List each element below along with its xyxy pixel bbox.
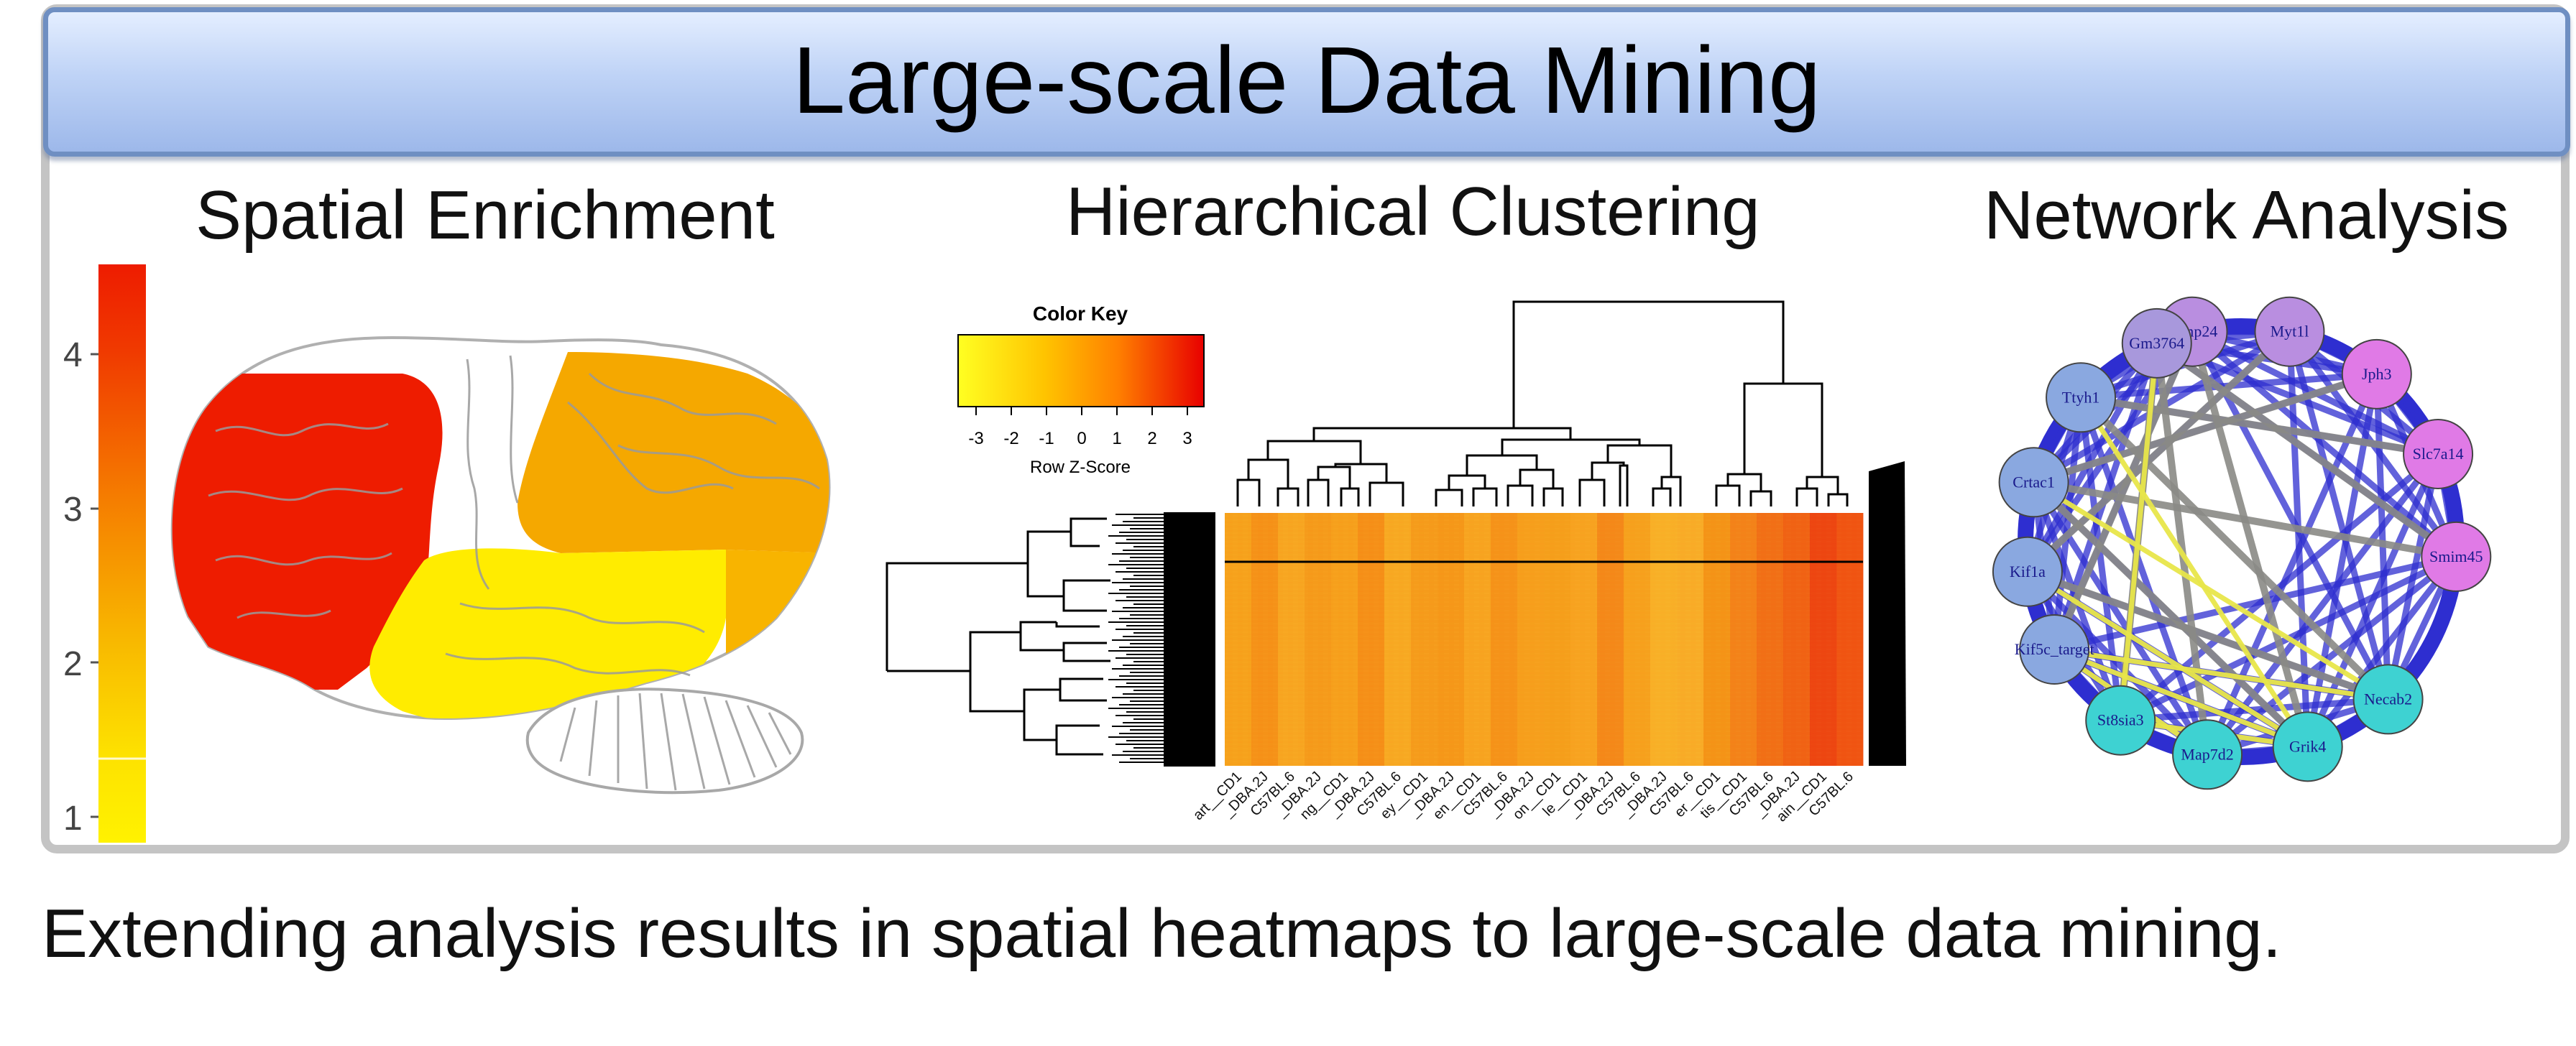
network-node: Crtac1 [1998, 447, 2069, 518]
network-node-label: Smim45 [2429, 547, 2483, 565]
color-key-gradient [957, 334, 1205, 407]
network-node: Necab2 [2352, 664, 2424, 735]
heatmap-column [1757, 513, 1784, 766]
cerebellum [525, 688, 804, 795]
network-node: Grik4 [2272, 711, 2343, 782]
network-node: Ttyh1 [2046, 362, 2117, 433]
occipital-lobe-region [726, 550, 829, 668]
row-labels-block [1869, 461, 1906, 766]
hierarchical-clustering-title: Hierarchical Clustering [1066, 173, 1760, 250]
heatmap-column [1836, 513, 1864, 766]
colorbar-tick: 4 [63, 336, 83, 374]
heatmap-column [1411, 513, 1438, 766]
network-node-label: Map7d2 [2181, 745, 2233, 763]
network-node-label: Myt1l [2271, 323, 2309, 341]
network-node: Kif1a [1992, 536, 2063, 607]
column-dendrogram [1236, 300, 1849, 506]
network-node-label: Jph3 [2362, 365, 2392, 383]
color-key-tick: 0 [1077, 429, 1086, 448]
color-key-tick: 3 [1182, 429, 1192, 448]
heatmap-column [1464, 513, 1491, 766]
color-key-tick: -3 [968, 429, 983, 448]
heatmap-column [1810, 513, 1837, 766]
color-key-tick: 1 [1112, 429, 1121, 448]
color-key-tick: 2 [1147, 429, 1156, 448]
heatmap-column [1251, 513, 1279, 766]
heatmap-column [1570, 513, 1598, 766]
heatmap-column [1517, 513, 1545, 766]
heatmap-column [1331, 513, 1358, 766]
brain-illustration [170, 335, 831, 795]
heatmap [1225, 513, 1864, 766]
heatmap-column [1783, 513, 1811, 766]
color-key: Color Key -3 -2 -1 0 1 2 3 Row Z-Score [957, 302, 1205, 477]
title-banner: Large-scale Data Mining [43, 7, 2570, 157]
network-node: Slc7a14 [2403, 418, 2474, 489]
network-node-label: Necab2 [2364, 690, 2412, 708]
network-analysis-title: Network Analysis [1984, 177, 2509, 254]
heatmap-column [1358, 513, 1385, 766]
colorbar-gradient [98, 264, 146, 843]
heatmap-column [1278, 513, 1305, 766]
network-node: Gm3764 [2121, 307, 2192, 379]
network-node-label: Grik4 [2289, 737, 2326, 755]
heatmap-column [1491, 513, 1518, 766]
heatmap-column [1305, 513, 1332, 766]
parietal-lobe-region [518, 352, 829, 553]
heatmap-column [1677, 513, 1704, 766]
spatial-colorbar: 4 3 2 1 [63, 264, 146, 843]
heatmap-column [1730, 513, 1757, 766]
color-key-label: Row Z-Score [1030, 458, 1131, 477]
colorbar-tick: 1 [63, 800, 83, 838]
network-node-label: Crtac1 [2012, 473, 2055, 491]
color-key-tick: -1 [1039, 429, 1054, 448]
row-dendrogram-leaves [1108, 512, 1215, 767]
row-dendrogram [886, 517, 1110, 756]
colorbar-tick: 2 [63, 645, 83, 683]
network-node: Myt1l [2254, 296, 2325, 367]
color-key-title: Color Key [1033, 302, 1128, 325]
network-node: Kif5c_target [2015, 614, 2094, 685]
colorbar-tick: 3 [63, 491, 83, 529]
spatial-enrichment-title: Spatial Enrichment [196, 177, 775, 254]
heatmap-column [1544, 513, 1571, 766]
caption: Extending analysis results in spatial he… [42, 895, 2282, 972]
heatmap-column [1703, 513, 1731, 766]
heatmap-column [1438, 513, 1465, 766]
network-node-label: Ttyh1 [2062, 388, 2100, 406]
network-node: Smim45 [2421, 521, 2492, 592]
network-node-label: St8sia3 [2097, 711, 2144, 729]
heatmap-column [1624, 513, 1651, 766]
color-key-tick: -2 [1003, 429, 1018, 448]
frontal-lobe-region [172, 374, 443, 690]
page-title: Large-scale Data Mining [792, 27, 1821, 133]
network-node-label: Kif1a [2010, 563, 2046, 580]
heatmap-column [1597, 513, 1624, 766]
network-graph: Mmp24 Myt1lJph3Slc7a14Smim45Necab2Grik4Ma… [1992, 296, 2492, 790]
network-node: Jph3 [2341, 338, 2412, 409]
network-node-label: Gm3764 [2129, 334, 2184, 352]
temporal-lobe-region [369, 548, 726, 718]
network-node: Map7d2 [2172, 719, 2243, 790]
network-node: St8sia3 [2085, 685, 2156, 756]
sample-labels: art__CD1_DBA.2JC57BL.6_DBA.2Jng__CD1_DBA… [1190, 769, 1857, 825]
heatmap-column [1650, 513, 1678, 766]
network-node-label: Kif5c_target [2015, 640, 2094, 658]
heatmap-column [1225, 513, 1252, 766]
heatmap-column [1384, 513, 1412, 766]
network-node-label: Slc7a14 [2413, 445, 2464, 463]
